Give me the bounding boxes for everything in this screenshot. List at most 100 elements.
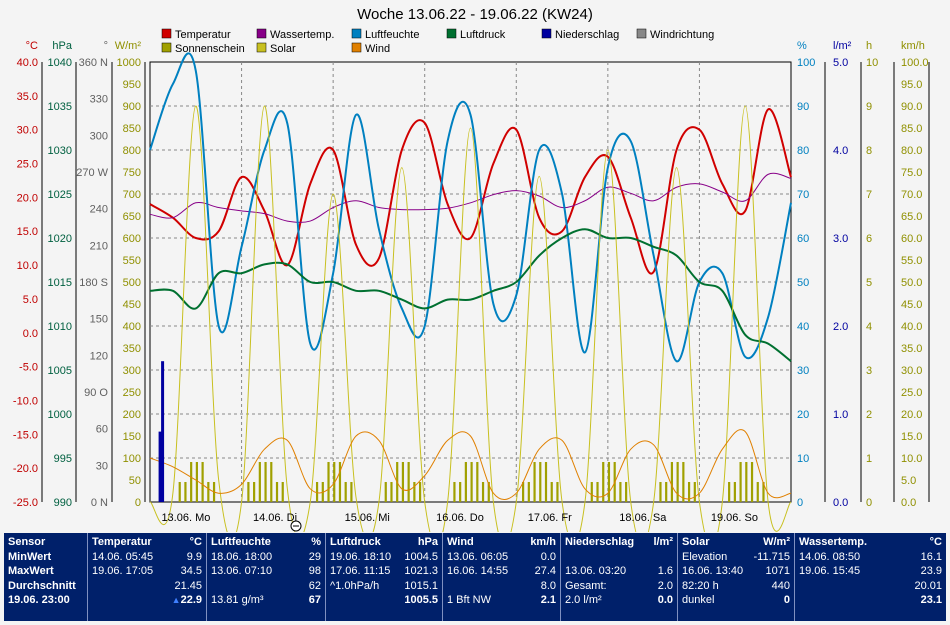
sunshine-bar [533, 462, 536, 502]
axis-right-tick-2-1: 9 [866, 101, 872, 113]
sunshine-bar [607, 462, 611, 502]
legend-swatch-4 [541, 28, 552, 39]
axis-right-tick-3-8: 60.0 [901, 233, 922, 245]
axis-right-tick-2-8: 2 [866, 409, 872, 421]
wind-min-time: 13.06. 06:05 [447, 550, 509, 563]
axis-right-tick-0-9: 10 [797, 453, 809, 465]
water-header: Wassertemp. [799, 536, 868, 548]
axis-left-tick-3-15: 250 [123, 387, 141, 399]
axis-right-tick-2-2: 8 [866, 145, 872, 157]
trend-down-icon: ▲ [171, 595, 181, 605]
axis-right-tick-1-4: 1.0 [833, 409, 848, 421]
solar-column: Solar W/m² Elevation -11.715 16.06. 13:40 1… [678, 533, 795, 621]
axis-right-tick-1-1: 4.0 [833, 145, 848, 157]
sunshine-bar [745, 462, 748, 502]
axis-left-tick-3-2: 900 [123, 101, 141, 113]
axis-left-tick-0-11: -15.0 [13, 429, 38, 441]
axis-right-tick-3-3: 85.0 [901, 123, 922, 135]
rain-total-label: Gesamt: [565, 579, 607, 592]
axis-right-tick-1-5: 0.0 [833, 497, 848, 509]
axis-right-tick-3-17: 15.0 [901, 431, 922, 443]
series-solar [149, 105, 792, 532]
axis-left-tick-0-0: 40.0 [17, 57, 38, 69]
axis-left-tick-0-9: -5.0 [19, 362, 38, 374]
sunshine-bar [207, 482, 210, 502]
axis-left-unit-1: hPa [52, 40, 72, 52]
axis-right-tick-3-2: 90.0 [901, 101, 922, 113]
temp-max-value: 34.5 [180, 565, 202, 577]
axis-right-tick-0-0: 100 [797, 57, 815, 69]
axis-right-tick-0-6: 40 [797, 321, 809, 333]
axis-left-unit-2: ° [104, 40, 108, 52]
sunshine-bar [459, 482, 462, 502]
sunshine-bar [670, 462, 674, 502]
axis-left-unit-0: °C [26, 40, 38, 52]
water-unit: °C [929, 536, 942, 548]
legend-swatch-3 [446, 28, 457, 39]
sunshine-bar [470, 462, 473, 502]
avg-label: Durchschnitt [8, 579, 76, 592]
sunshine-bar [253, 482, 256, 502]
wind-column: Wind km/h 13.06. 06:05 0.0 16.06. 14:55 27.… [443, 533, 561, 621]
legend-swatch-6 [161, 42, 172, 53]
axes: °C40.035.030.025.020.015.010.05.00.0-5.0… [13, 40, 930, 509]
sunshine-bar [281, 482, 284, 502]
weather-chart: Woche 13.06.22 - 19.06.22 (KW24) Tempera… [13, 6, 930, 532]
series-luftdruck [149, 228, 792, 362]
axis-left-tick-1-4: 1020 [48, 233, 72, 245]
sunshine-bar [476, 462, 479, 502]
axis-right-tick-3-5: 75.0 [901, 167, 922, 179]
solar-current-value: 0 [783, 594, 790, 606]
temp-min-time: 14.06. 05:45 [92, 550, 154, 563]
hum-header: Luftfeuchte [211, 536, 271, 548]
axis-left-tick-3-1: 950 [123, 79, 141, 91]
summary-panel: Sensor MinWert MaxWert Durchschnitt 19.0… [4, 533, 946, 621]
sunshine-bar [619, 482, 622, 502]
axis-left-tick-1-2: 1030 [48, 145, 72, 157]
wind-max-time: 16.06. 14:55 [447, 565, 509, 577]
legend-swatch-2 [351, 28, 362, 39]
axis-right-unit-3: km/h [901, 40, 925, 52]
axis-left-tick-2-2: 300 [90, 130, 108, 142]
sunshine-bar [384, 482, 387, 502]
sunshine-bar [693, 482, 696, 502]
axis-left-tick-0-7: 5.0 [23, 294, 38, 306]
sunshine-bar [338, 462, 342, 502]
wind-avg-value: 8.0 [540, 579, 556, 592]
sunshine-bar [264, 462, 267, 502]
wind-min-value: 0.0 [540, 550, 556, 563]
sunshine-bar [544, 462, 548, 502]
legend-label-6: Sonnenschein [175, 43, 245, 55]
legend-label-4: Niederschlag [555, 29, 619, 41]
sunshine-bar [625, 482, 628, 502]
axis-right-tick-3-10: 50.0 [901, 277, 922, 289]
axis-right-tick-3-11: 45.0 [901, 299, 922, 311]
axis-right-tick-3-16: 20.0 [901, 409, 922, 421]
axis-right-tick-0-4: 60 [797, 233, 809, 245]
sunshine-bar [676, 462, 679, 502]
sunshine-bar [728, 482, 731, 502]
axis-right-tick-0-7: 30 [797, 365, 809, 377]
axis-left-tick-2-0: 360 N [79, 57, 108, 69]
wind-unit: km/h [530, 536, 556, 548]
sunshine-bar [481, 482, 485, 502]
sunshine-bar [270, 462, 273, 502]
axis-left-tick-2-5: 210 [90, 240, 108, 252]
x-label-4: 17.06. Fr [528, 512, 572, 524]
legend-label-5: Windrichtung [650, 29, 714, 41]
sunshine-bar [178, 482, 181, 502]
hum-max-value: 98 [308, 565, 321, 577]
hum-unit: % [311, 536, 321, 548]
solar-duration-value: 440 [771, 579, 790, 592]
axis-right-tick-3-13: 35.0 [901, 343, 922, 355]
x-label-5: 18.06. Sa [619, 512, 667, 524]
legend-label-2: Luftfeuchte [365, 29, 419, 41]
grid [150, 62, 791, 502]
sunshine-bar [739, 462, 742, 502]
axis-right-tick-3-4: 80.0 [901, 145, 922, 157]
series-wind [149, 429, 792, 501]
rain-total-value: 2.0 [657, 579, 673, 592]
sunshine-bar [275, 482, 279, 502]
pres-max-value: 1021.3 [404, 565, 438, 577]
wind-header: Wind [447, 536, 474, 548]
